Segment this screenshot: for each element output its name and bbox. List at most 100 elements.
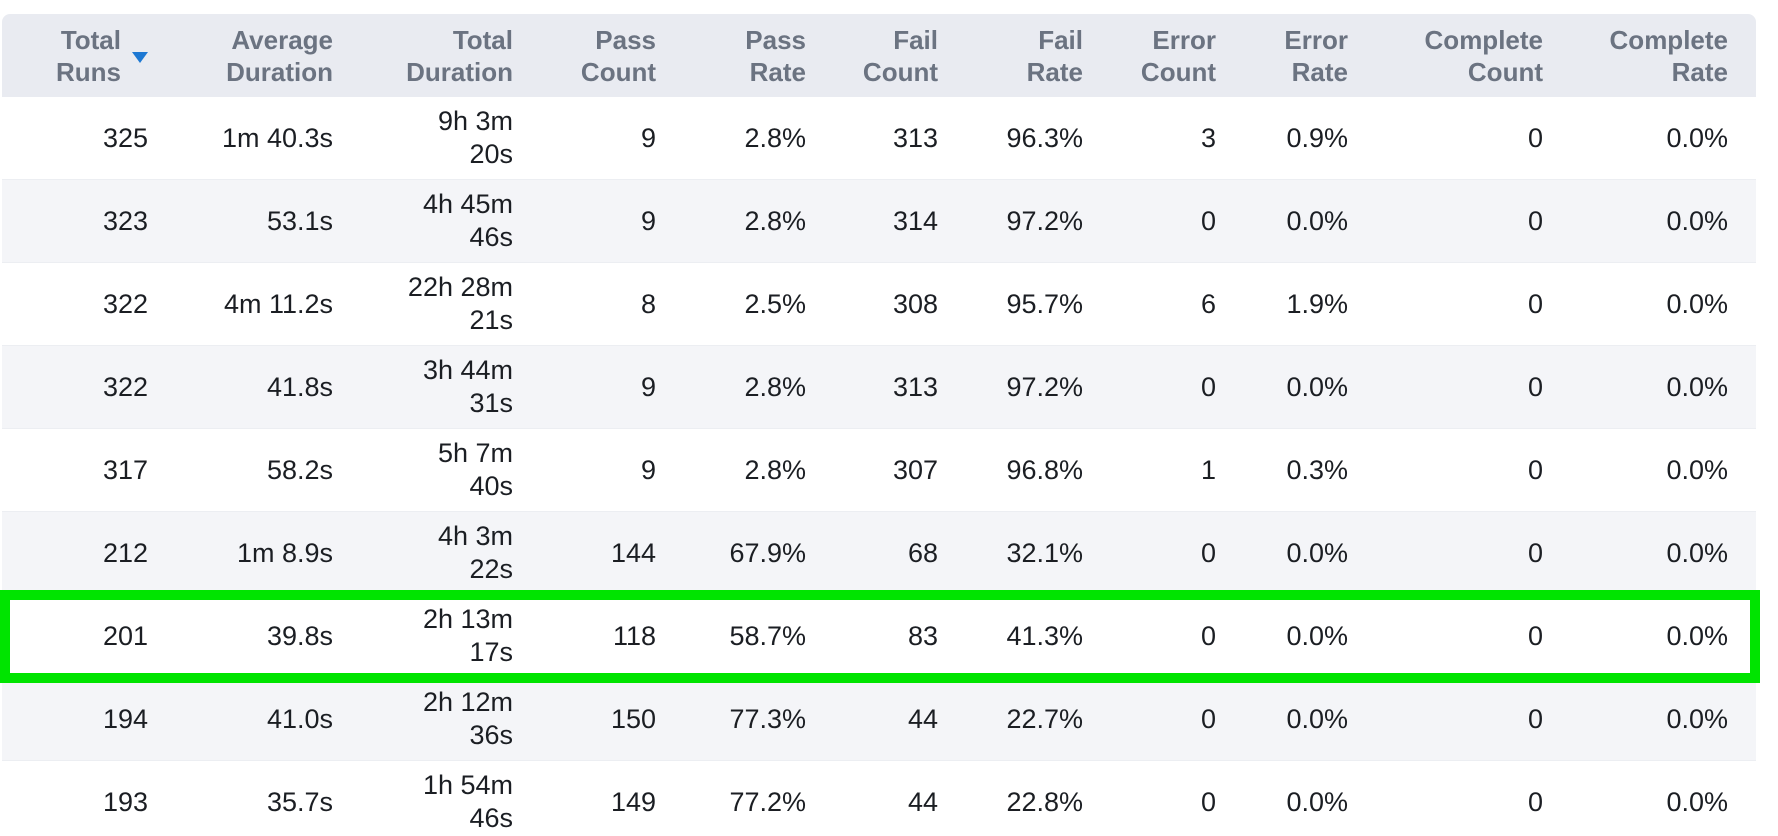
column-header-fail-rate[interactable]: Fail Rate — [952, 14, 1097, 97]
cell-value: 2.8% — [744, 371, 806, 402]
cell-complete-rate: 0.0% — [1557, 345, 1756, 429]
cell-value: 150 — [610, 703, 656, 734]
column-header-total-duration[interactable]: Total Duration — [347, 14, 527, 97]
table-row[interactable]: 201 39.8s 2h 13m 17s 118 58.7% 83 41.3% 0 0.0% 0 0… — [2, 594, 1756, 678]
table-row[interactable]: 193 35.7s 1h 54m 46s 149 77.2% 44 22.8% 0 0.0% 0 0… — [2, 760, 1756, 836]
cell-value: 144 — [610, 537, 656, 568]
cell-pass-rate: 67.9% — [670, 511, 820, 595]
cell-value: 53.1s — [266, 205, 333, 236]
cell-value: 0 — [1200, 620, 1216, 651]
cell-value: 0.0% — [1286, 371, 1348, 402]
cell-average-duration: 41.8s — [162, 345, 347, 429]
column-header-total-runs[interactable]: Total Runs — [2, 14, 162, 97]
cell-error-rate: 0.0% — [1230, 594, 1362, 678]
cell-value: 22.7% — [1006, 703, 1083, 734]
cell-value: 0 — [1527, 537, 1543, 568]
table-row[interactable]: 325 1m 40.3s 9h 3m 20s 9 2.8% 313 96.3% 3 0.9% 0 0… — [2, 97, 1756, 180]
cell-complete-rate: 0.0% — [1557, 97, 1756, 180]
column-header-fail-count[interactable]: Fail Count — [820, 14, 952, 97]
cell-fail-count: 313 — [820, 345, 952, 429]
cell-fail-count: 44 — [820, 677, 952, 761]
column-header-label: Pass Rate — [745, 24, 806, 87]
column-header-pass-count[interactable]: Pass Count — [527, 14, 670, 97]
column-header-label: Average Duration — [226, 24, 333, 87]
cell-value: 8 — [640, 288, 656, 319]
cell-value: 0.0% — [1286, 786, 1348, 817]
cell-value: 2.8% — [744, 205, 806, 236]
cell-value: 4m 11.2s — [223, 288, 333, 319]
cell-total-duration: 9h 3m 20s — [347, 97, 527, 180]
cell-total-runs: 322 — [2, 262, 162, 346]
cell-pass-rate: 2.5% — [670, 262, 820, 346]
cell-value: 323 — [102, 205, 148, 236]
column-header-error-count[interactable]: Error Count — [1097, 14, 1230, 97]
cell-pass-count: 149 — [527, 760, 670, 836]
cell-value: 317 — [102, 454, 148, 485]
cell-value: 212 — [102, 537, 148, 568]
table-row[interactable]: 322 4m 11.2s 22h 28m 21s 8 2.5% 308 95.7% 6 1.9%… — [2, 262, 1756, 346]
cell-total-runs: 317 — [2, 428, 162, 512]
column-header-label: Fail Count — [862, 24, 939, 87]
cell-total-runs: 194 — [2, 677, 162, 761]
cell-value: 0 — [1527, 371, 1543, 402]
cell-value: 0.0% — [1666, 786, 1728, 817]
cell-average-duration: 35.7s — [162, 760, 347, 836]
cell-value: 1m 8.9s — [236, 537, 333, 568]
cell-error-rate: 0.0% — [1230, 511, 1362, 595]
sort-descending-icon — [132, 51, 148, 63]
column-header-complete-rate[interactable]: Complete Rate — [1557, 14, 1756, 97]
cell-value: 322 — [102, 288, 148, 319]
column-header-error-rate[interactable]: Error Rate — [1230, 14, 1362, 97]
cell-fail-rate: 41.3% — [952, 594, 1097, 678]
cell-pass-rate: 2.8% — [670, 179, 820, 263]
cell-fail-count: 307 — [820, 428, 952, 512]
cell-complete-rate: 0.0% — [1557, 594, 1756, 678]
cell-complete-count: 0 — [1362, 345, 1557, 429]
cell-value: 0.0% — [1666, 288, 1728, 319]
cell-error-rate: 0.9% — [1230, 97, 1362, 180]
cell-value: 2.5% — [744, 288, 806, 319]
column-header-complete-count[interactable]: Complete Count — [1362, 14, 1557, 97]
cell-value: 32.1% — [1006, 537, 1083, 568]
cell-complete-count: 0 — [1362, 677, 1557, 761]
cell-error-rate: 0.0% — [1230, 179, 1362, 263]
table-row[interactable]: 322 41.8s 3h 44m 31s 9 2.8% 313 97.2% 0 0.0% 0 0.0… — [2, 345, 1756, 429]
cell-value: 313 — [892, 122, 938, 153]
cell-value: 96.8% — [1006, 454, 1083, 485]
column-header-label: Pass Count — [580, 24, 657, 87]
table-row[interactable]: 212 1m 8.9s 4h 3m 22s 144 67.9% 68 32.1% 0 0.0% 0… — [2, 511, 1756, 595]
cell-error-rate: 0.0% — [1230, 345, 1362, 429]
cell-fail-rate: 95.7% — [952, 262, 1097, 346]
column-header-pass-rate[interactable]: Pass Rate — [670, 14, 820, 97]
cell-pass-rate: 77.2% — [670, 760, 820, 836]
cell-total-duration: 2h 12m 36s — [347, 677, 527, 761]
cell-value: 9h 3m 20s — [437, 106, 513, 169]
table-row[interactable]: 323 53.1s 4h 45m 46s 9 2.8% 314 97.2% 0 0.0% 0 0.0… — [2, 179, 1756, 263]
cell-value: 0.0% — [1286, 537, 1348, 568]
cell-value: 193 — [102, 786, 148, 817]
cell-value: 41.3% — [1006, 620, 1083, 651]
cell-total-runs: 193 — [2, 760, 162, 836]
cell-complete-count: 0 — [1362, 97, 1557, 180]
cell-value: 0 — [1200, 537, 1216, 568]
cell-value: 149 — [610, 786, 656, 817]
table-row[interactable]: 317 58.2s 5h 7m 40s 9 2.8% 307 96.8% 1 0.3% 0 0.0% — [2, 428, 1756, 512]
cell-value: 44 — [907, 703, 938, 734]
cell-fail-count: 68 — [820, 511, 952, 595]
table-row[interactable]: 194 41.0s 2h 12m 36s 150 77.3% 44 22.7% 0 0.0% 0 0… — [2, 677, 1756, 761]
cell-value: 0 — [1200, 205, 1216, 236]
cell-value: 201 — [102, 620, 148, 651]
column-header-label: Total Duration — [406, 24, 514, 87]
column-header-label: Error Rate — [1284, 24, 1348, 87]
cell-value: 0 — [1200, 786, 1216, 817]
cell-value: 97.2% — [1006, 205, 1083, 236]
cell-pass-count: 118 — [527, 594, 670, 678]
column-header-average-duration[interactable]: Average Duration — [162, 14, 347, 97]
cell-pass-count: 9 — [527, 345, 670, 429]
cell-complete-count: 0 — [1362, 262, 1557, 346]
cell-value: 5h 7m 40s — [437, 438, 513, 501]
cell-error-count: 0 — [1097, 677, 1230, 761]
cell-total-runs: 323 — [2, 179, 162, 263]
cell-pass-count: 9 — [527, 179, 670, 263]
